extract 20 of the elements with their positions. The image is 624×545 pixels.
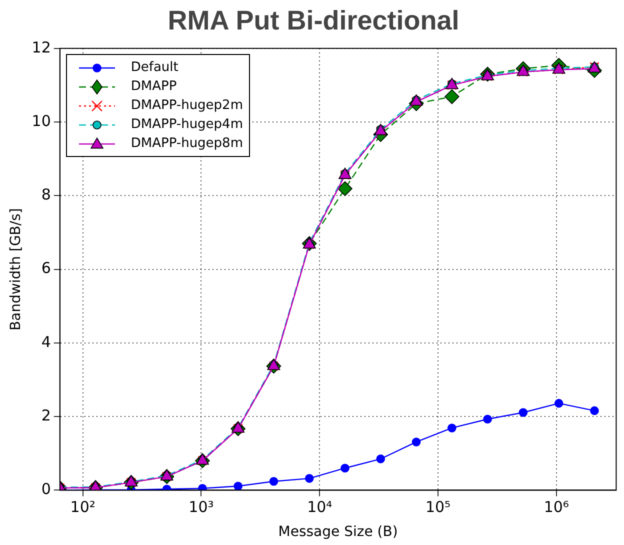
- y-tick-label: 2: [41, 406, 51, 424]
- chart-title: RMA Put Bi-directional: [168, 6, 460, 36]
- legend-label: Default: [130, 60, 178, 76]
- y-tick-label: 4: [41, 332, 51, 351]
- x-tick-label: 10⁵: [425, 498, 451, 516]
- legend-label: DMAPP: [130, 79, 177, 94]
- x-tick-label: 10⁴: [307, 498, 332, 516]
- x-tick-label: 10³: [188, 498, 214, 516]
- legend-label: DMAPP-hugep8m: [130, 136, 243, 152]
- legend-label: DMAPP-hugep2m: [130, 98, 243, 114]
- x-axis-title: Message Size (B): [278, 524, 398, 540]
- x-tick-label: 10⁶: [544, 498, 569, 516]
- y-tick-label: 10: [32, 112, 51, 130]
- y-axis-title: Bandwidth [GB/s]: [8, 208, 24, 330]
- y-tick-label: 8: [41, 186, 51, 204]
- legend-label: DMAPP-hugep4m: [130, 117, 243, 132]
- x-tick-label: 10²: [70, 498, 96, 516]
- y-tick-label: 0: [41, 480, 51, 498]
- y-tick-label: 12: [32, 38, 51, 56]
- y-tick-label: 6: [41, 259, 51, 278]
